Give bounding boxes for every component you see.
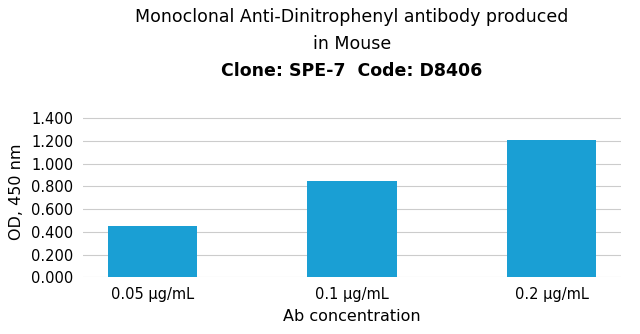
Bar [108, 226, 197, 277]
Bar [507, 140, 596, 277]
Bar [307, 181, 397, 277]
Text: in Mouse: in Mouse [313, 35, 391, 53]
Y-axis label: OD, 450 nm: OD, 450 nm [10, 144, 24, 240]
Text: Clone: SPE-7  Code: D8406: Clone: SPE-7 Code: D8406 [221, 62, 483, 80]
X-axis label: Ab concentration: Ab concentration [283, 309, 421, 324]
Text: Monoclonal Anti-Dinitrophenyl antibody produced: Monoclonal Anti-Dinitrophenyl antibody p… [135, 8, 569, 26]
